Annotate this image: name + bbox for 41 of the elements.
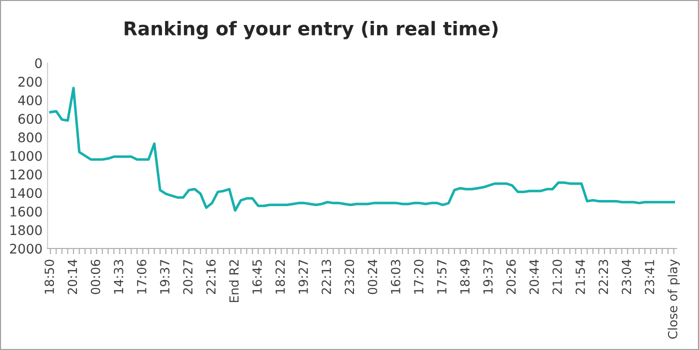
x-tick-label: 22:13 bbox=[322, 260, 332, 294]
chart-title: Ranking of your entry (in real time) bbox=[124, 20, 498, 40]
y-tick-label: 800 bbox=[18, 132, 42, 142]
x-tick-label: 23:04 bbox=[622, 260, 632, 294]
x-tick-label: 19:37 bbox=[483, 260, 493, 294]
x-tick-label: 20:44 bbox=[529, 260, 539, 294]
x-tick-label: 20:14 bbox=[68, 260, 78, 294]
line-series bbox=[49, 86, 675, 212]
y-tick-label: 600 bbox=[18, 114, 42, 124]
x-tick-label: 18:22 bbox=[275, 260, 285, 294]
x-tick-label: 18:50 bbox=[44, 260, 54, 294]
y-tick-label: 400 bbox=[18, 95, 42, 106]
x-tick-label: 16:45 bbox=[252, 260, 262, 294]
x-tick-label: 17:20 bbox=[414, 260, 424, 294]
x-tick-label: 22:23 bbox=[598, 260, 608, 294]
y-tick-label: 1800 bbox=[10, 225, 42, 236]
x-tick-label: 22:16 bbox=[206, 260, 216, 294]
x-tick-label: 23:20 bbox=[344, 260, 354, 294]
y-tick-label: 1400 bbox=[10, 188, 42, 198]
y-tick-label: 200 bbox=[18, 76, 42, 87]
x-tick-label: 20:27 bbox=[183, 260, 193, 294]
x-tick-label: 17:06 bbox=[136, 260, 146, 294]
y-tick-label: 0 bbox=[35, 58, 42, 68]
y-tick-label: 1200 bbox=[10, 170, 42, 180]
x-tick-label: 17:57 bbox=[437, 260, 447, 294]
y-tick-label: 1000 bbox=[10, 150, 42, 161]
x-tick-label: 19:37 bbox=[160, 260, 170, 294]
x-tick-label: 19:27 bbox=[298, 260, 308, 294]
x-tick-label: Close of play bbox=[668, 259, 680, 339]
x-tick-label: 00:24 bbox=[368, 260, 378, 294]
x-tick-label: 18:49 bbox=[460, 260, 470, 294]
x-tick-label: 20:26 bbox=[506, 260, 516, 294]
x-tick-label: 23:41 bbox=[644, 260, 654, 294]
x-tick-label: 21:54 bbox=[576, 260, 586, 294]
x-tick-label: 21:20 bbox=[552, 260, 562, 294]
x-tick-label: 16:03 bbox=[390, 260, 400, 294]
x-tick-label: 14:33 bbox=[114, 260, 124, 294]
x-tick-label: 00:06 bbox=[90, 260, 100, 294]
x-tick-label: End R2 bbox=[229, 260, 239, 302]
y-tick-label: 2000 bbox=[10, 244, 42, 254]
y-tick-label: 1600 bbox=[10, 206, 42, 217]
